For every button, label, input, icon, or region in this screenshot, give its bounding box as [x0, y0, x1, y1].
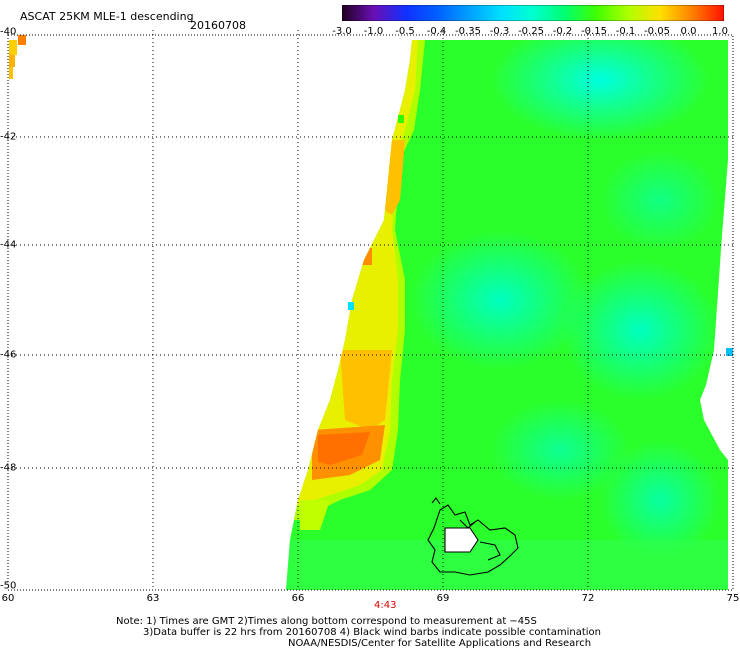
lon-tick-label: 69: [436, 593, 450, 604]
lat-tick-label: -50: [0, 580, 17, 592]
colorbar-label: -0.5: [395, 26, 415, 37]
chart-title: ASCAT 25KM MLE-1 descending: [20, 10, 194, 23]
lon-tick-label: 63: [146, 593, 160, 604]
colorbar-label: -0.05: [644, 26, 670, 37]
colorbar-label: 0.0: [680, 26, 697, 37]
colorbar-label: -0.1: [615, 26, 636, 37]
colorbar-labels: -3.0 -1.0 -0.5 -0.4 -0.35 -0.3 -0.25 -0.2 -0.15-…: [330, 26, 740, 38]
colorbar-label: -0.3: [489, 26, 510, 37]
map-plot: [7, 30, 734, 591]
lat-tick-label: -44: [0, 239, 17, 251]
plot-frame: [7, 34, 734, 591]
chart-date: 20160708: [190, 19, 246, 32]
lon-tick-label: 72: [581, 593, 595, 604]
colorbar-label: -0.15: [581, 26, 607, 37]
colorbar-label: -0.4: [426, 26, 447, 37]
colorbar-gradient: [342, 5, 724, 21]
lat-tick-label: -48: [0, 462, 17, 474]
lat-tick-label: -40: [0, 26, 17, 38]
colorbar-label: -0.2: [552, 26, 573, 37]
colorbar-label: 1.0: [712, 26, 728, 37]
island-outline-icon: [427, 497, 519, 576]
colorbar-label: -1.0: [363, 26, 384, 37]
colorbar-label: -0.25: [518, 26, 544, 37]
note-line-2: 3)Data buffer is 22 hrs from 20160708 4)…: [143, 627, 601, 638]
pass-time-label: 4:43: [374, 600, 397, 611]
graticule: [8, 30, 733, 590]
colorbar: [342, 5, 724, 21]
edge-pixels: [9, 35, 733, 356]
lon-tick-label: 75: [726, 593, 740, 604]
colorbar-label: -0.35: [455, 26, 481, 37]
note-line-1: Note: 1) Times are GMT 2)Times along bot…: [116, 616, 537, 627]
colorbar-label: -3.0: [332, 26, 352, 37]
note-line-3: NOAA/NESDIS/Center for Satellite Applica…: [288, 638, 592, 649]
data-swath: [286, 40, 728, 590]
lat-tick-label: -46: [0, 349, 17, 361]
lon-tick-label: 66: [291, 593, 305, 604]
lon-tick-label: 60: [1, 593, 15, 604]
lat-tick-label: -42: [0, 131, 17, 143]
